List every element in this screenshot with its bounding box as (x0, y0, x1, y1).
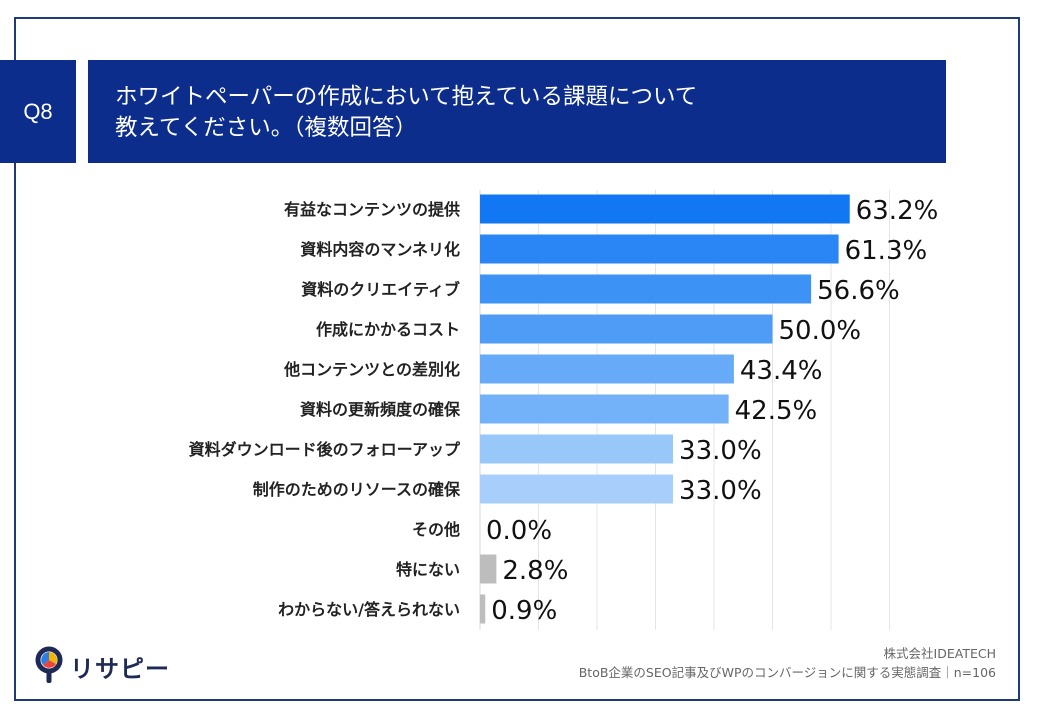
bar (480, 234, 839, 264)
value-label: 0.0% (486, 516, 552, 546)
question-title-line2: 教えてください。（複数回答） (115, 115, 417, 141)
bar (480, 434, 674, 464)
bar (480, 554, 497, 584)
bar (480, 274, 812, 304)
value-label: 43.4% (740, 356, 823, 386)
category-label: 資料のクリエイティブ (301, 280, 460, 299)
category-label: 有益なコンテンツの提供 (284, 200, 460, 219)
bar (480, 314, 773, 344)
pin-pie-logo-icon (35, 646, 63, 683)
category-label: その他 (412, 520, 460, 539)
bar (480, 474, 674, 504)
value-label: 42.5% (735, 396, 818, 426)
category-label: 制作のためのリソースの確保 (253, 480, 461, 499)
value-label: 33.0% (679, 436, 762, 466)
category-label: 特にない (396, 560, 460, 579)
question-title: ホワイトペーパーの作成において抱えている課題について 教えてください。（複数回答… (88, 60, 946, 163)
category-label: 資料内容のマンネリ化 (300, 240, 460, 259)
value-label: 61.3% (845, 236, 928, 266)
category-label: わからない/答えられない (278, 600, 460, 619)
value-label: 50.0% (779, 316, 862, 346)
bar (480, 194, 850, 224)
category-label: 他コンテンツとの差別化 (283, 360, 460, 379)
logo: リサピー (34, 646, 170, 686)
category-label: 資料ダウンロード後のフォローアップ (189, 440, 461, 459)
bar (480, 354, 734, 384)
logo-text: リサピー (70, 654, 170, 683)
footer: 株式会社IDEATECH BtoB企業のSEO記事及びWPのコンバージョンに関す… (579, 644, 996, 682)
category-label: 資料の更新頻度の確保 (300, 400, 461, 419)
value-label: 2.8% (502, 556, 568, 586)
value-label: 56.6% (817, 276, 900, 306)
question-number: Q8 (23, 98, 53, 124)
footer-survey: BtoB企業のSEO記事及びWPのコンバージョンに関する実態調査｜n=106 (578, 665, 996, 680)
question-title-line1: ホワイトペーパーの作成において抱えている課題について (115, 84, 698, 110)
bar (480, 394, 729, 424)
bar (480, 594, 486, 624)
value-label: 33.0% (679, 476, 762, 506)
question-badge: Q8 (0, 60, 76, 163)
category-label: 作成にかかるコスト (316, 320, 460, 339)
value-label: 63.2% (856, 196, 939, 226)
value-label: 0.9% (491, 596, 557, 626)
footer-company: 株式会社IDEATECH (883, 646, 996, 661)
